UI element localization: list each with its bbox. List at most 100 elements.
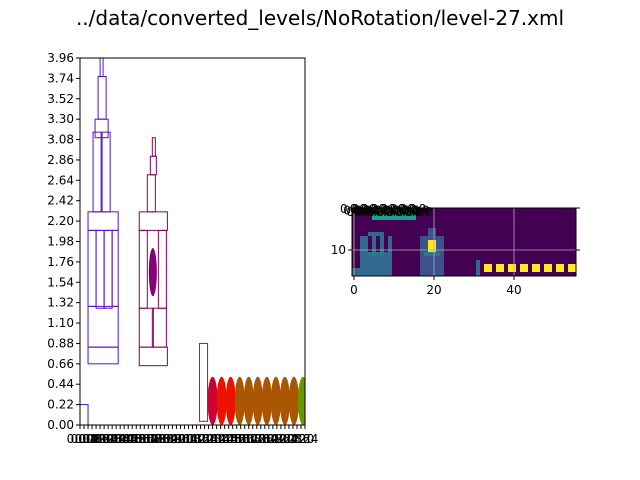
x-tick-label: 0.20 (87, 432, 114, 446)
block-rect-8 (92, 131, 102, 213)
heatmap-cell-16 (520, 264, 528, 272)
x-tick-label: 0.04 (71, 432, 98, 446)
x-tick-label: 0.24 (91, 432, 118, 446)
y-tick-label: 0.22 (47, 398, 74, 412)
x-tick-label: 2.20 (288, 432, 315, 446)
heatmap-top-overlap-label: 0.0 (388, 202, 407, 216)
heatmap-cell-20 (568, 264, 576, 272)
y-tick-label: 3.52 (47, 92, 74, 106)
y-tick-label: 1.54 (47, 275, 74, 289)
x-tick-label: 0.48 (115, 432, 142, 446)
x-tick-label: 0.08 (75, 432, 102, 446)
heatmap-cell-9 (428, 240, 436, 252)
y-tick-label: 3.74 (47, 71, 74, 85)
heatmap-top-overlap-label: 0.0 (369, 202, 388, 216)
x-tick-label: 1.60 (227, 432, 254, 446)
x-tick-label: 0.28 (95, 432, 122, 446)
heatmap-top-overlap-label: 0.0 (410, 204, 429, 218)
x-tick-label: 0.60 (127, 432, 154, 446)
x-tick-label: 0.76 (143, 432, 170, 446)
x-tick-label: 0.96 (163, 432, 190, 446)
x-tick-label: 0.68 (135, 432, 162, 446)
pig-ellipse-6 (252, 376, 263, 425)
x-tick-label: 1.84 (251, 432, 278, 446)
pig-ellipse-9 (279, 376, 290, 425)
pig-ellipse-10 (288, 376, 299, 425)
heatmap-top-overlap-label: 0.0 (414, 205, 433, 219)
x-tick-label: 1.96 (264, 432, 291, 446)
block-rect-2 (87, 305, 119, 348)
x-tick-label: 0.16 (83, 432, 110, 446)
pig-ellipse-2 (216, 376, 227, 425)
heatmap-cell-15 (508, 264, 516, 272)
x-tick-label: 0.40 (107, 432, 134, 446)
heatmap-cell-5 (368, 252, 384, 256)
heatmap-cell-4 (384, 236, 388, 252)
heatmap-cell-11 (424, 252, 440, 256)
pig-ellipse-1 (207, 376, 218, 425)
heatmap-cell-12 (476, 260, 480, 276)
heatmap-top-overlap-label: 0.0 (394, 205, 413, 219)
x-tick-label: 1.40 (207, 432, 234, 446)
x-tick-label: 0.00 (67, 432, 94, 446)
x-tick-label: 2.00 (268, 432, 295, 446)
x-tick-label: 0.64 (131, 432, 158, 446)
pig-ellipse-8 (270, 376, 281, 425)
heatmap-top-overlap-label: 0.0 (362, 204, 381, 218)
heatmap-top-overlap-label: 0.0 (366, 205, 385, 219)
x-tick-label: 1.08 (175, 432, 202, 446)
heatmap-cell-10 (428, 228, 436, 236)
y-tick-label: 0.88 (47, 336, 74, 350)
heatmap-x-tick-label: 0 (350, 283, 358, 297)
pig-ellipse-3 (225, 376, 236, 425)
x-tick-label: 1.76 (243, 432, 270, 446)
heatmap-cell-1 (368, 232, 384, 236)
heatmap-top-overlap-label: 0.0 (385, 205, 404, 219)
x-tick-label: 1.72 (239, 432, 266, 446)
x-tick-label: 0.32 (99, 432, 126, 446)
heatmap-cell-13 (484, 264, 492, 272)
x-tick-label: 1.56 (223, 432, 250, 446)
y-tick-label: 1.10 (47, 316, 74, 330)
x-tick-label: 0.36 (103, 432, 130, 446)
x-tick-label: 1.44 (211, 432, 238, 446)
x-tick-label: 1.68 (235, 432, 262, 446)
y-tick-label: 1.32 (47, 296, 74, 310)
heatmap-x-tick-label: 40 (506, 283, 521, 297)
y-tick-label: 0.00 (47, 418, 74, 432)
heatmap-y-tick-label: 10 (331, 243, 346, 257)
block-rect-12 (99, 58, 104, 78)
heatmap-cell-19 (556, 264, 564, 272)
heatmap-x-tick-label: 20 (426, 283, 441, 297)
pig-ellipse-7 (261, 376, 272, 425)
x-tick-label: 0.88 (155, 432, 182, 446)
heatmap-top-overlap-label: 0.0 (340, 202, 359, 216)
x-tick-label: 2.08 (276, 432, 303, 446)
heatmap-top-overlap-label: 0.0 (398, 202, 417, 216)
heatmap-top-overlap-label: 0.0 (353, 204, 372, 218)
x-tick-label: 1.32 (199, 432, 226, 446)
heatmap-top-overlap-label: 0.0 (375, 205, 394, 219)
heatmap-cell-7 (352, 268, 360, 276)
x-tick-label: 2.04 (272, 432, 299, 446)
heatmap-top-overlap-label: 0.0 (372, 204, 391, 218)
heatmap-top-overlap-label: 0.0 (401, 204, 420, 218)
chart2-frame (351, 207, 577, 277)
pig-ellipse-4 (234, 376, 245, 425)
pig-ellipse-0 (148, 247, 157, 297)
y-tick-label: 3.08 (47, 133, 74, 147)
heatmap-cell-18 (544, 264, 552, 272)
heatmap-top-overlap-label: 0.0 (382, 204, 401, 218)
chart1-plot-area (80, 58, 305, 425)
heatmap-top-overlap-label: 0.0 (404, 205, 423, 219)
x-tick-label: 0.72 (139, 432, 166, 446)
x-tick-label: 1.52 (219, 432, 246, 446)
x-tick-label: 0.80 (147, 432, 174, 446)
heatmap-top-overlap-label: 0.0 (407, 202, 426, 216)
x-tick-label: 2.16 (284, 432, 311, 446)
x-tick-label: 1.36 (203, 432, 230, 446)
y-tick-label: 2.42 (47, 194, 74, 208)
x-tick-label: 0.12 (79, 432, 106, 446)
block-rect-0 (80, 404, 89, 425)
